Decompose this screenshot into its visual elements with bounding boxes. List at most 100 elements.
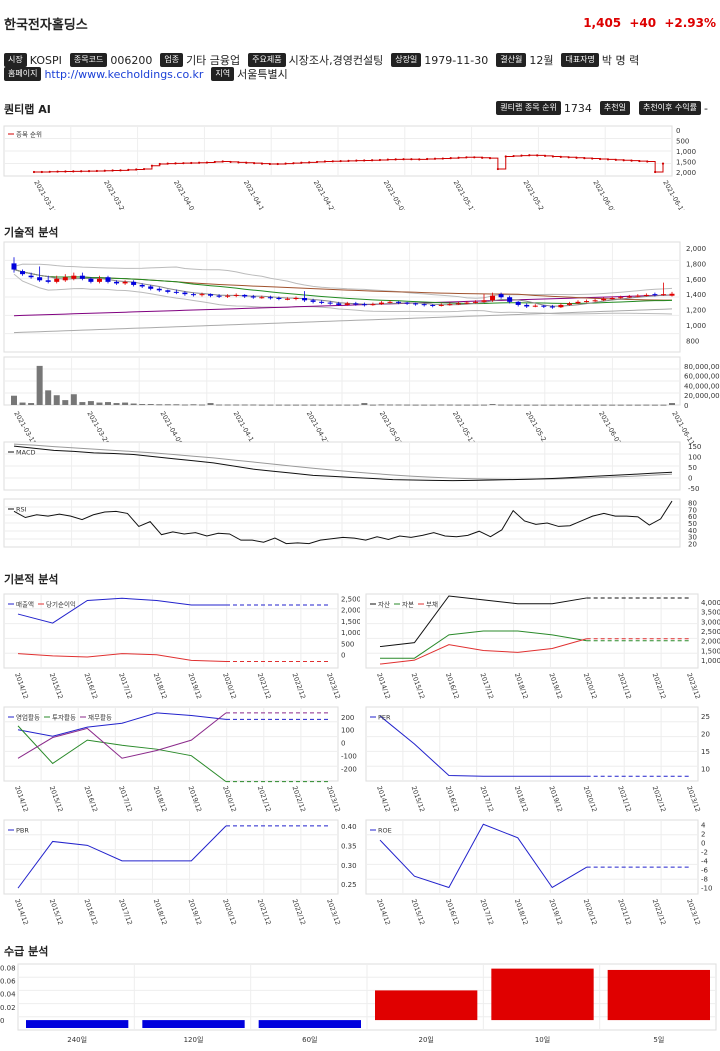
rank-point (363, 159, 366, 162)
rank-point (559, 155, 562, 158)
candle-body (165, 290, 171, 292)
candle-body (293, 298, 299, 299)
assets-chart-x-tick: 2018/12 (513, 672, 530, 700)
assets-chart-x-tick: 2023/12 (685, 672, 702, 700)
macd-signal-line (13, 443, 673, 480)
rank-point (229, 160, 232, 164)
candle-body (507, 297, 513, 302)
assets-chart-x-tick: 2017/12 (478, 672, 495, 700)
cashflow-chart-legend-label: 영업활동 (16, 713, 40, 722)
candle-body (472, 301, 478, 303)
rank-point (433, 157, 437, 160)
rank-point (536, 154, 539, 157)
candle-body (284, 298, 290, 300)
fiscal-value: 12월 (529, 54, 554, 67)
rank-point (135, 168, 138, 171)
rank-point (646, 160, 649, 163)
rank-chart-x-tick: 2021-04-14 (242, 179, 268, 210)
volume-bar (506, 404, 513, 406)
volume-chart-y-tick: 40,000,000 (684, 382, 720, 390)
roe-chart-x-tick: 2014/12 (375, 898, 392, 926)
volume-chart-y-tick: 20,000,000 (684, 392, 720, 400)
per-chart: 10 15 20 25 PER 2014/12 2015/12 2016/12 2017/12 2… (365, 706, 710, 813)
rank-point (394, 158, 397, 161)
rank-chart: 0 500 1,000 1,500 2,000 종목 순위 2021-03-18 2021-0… (3, 125, 696, 210)
sales-chart-x-tick: 2019/12 (186, 672, 203, 700)
volume-bar (233, 404, 240, 406)
homepage-link[interactable]: http://www.kecholdings.co.kr (44, 67, 204, 81)
candle-body (37, 277, 43, 281)
rank-point (441, 157, 444, 160)
price-chart-y-tick: 1,200 (686, 307, 706, 315)
rank-point (48, 170, 51, 173)
macd-chart-legend-label: MACD (16, 449, 35, 457)
bollinger-upper (13, 263, 673, 299)
pbr-chart-y-tick: 0.25 (341, 881, 357, 889)
volume-chart: 0 20,000,000 40,000,00060,000,000 80,000,00… (3, 356, 720, 445)
candle-body (173, 291, 179, 293)
candle-body (148, 286, 154, 289)
rank-chart-x-tick: 2021-06-02 (591, 179, 617, 210)
rank-point (504, 155, 507, 158)
volume-bar (634, 404, 641, 406)
supply-x-tick: 60일 (302, 1035, 317, 1044)
candle-body (79, 275, 85, 279)
region-tag: 지역 (211, 67, 235, 81)
per-chart-x-tick: 2016/12 (444, 785, 461, 813)
volume-bar (293, 404, 299, 406)
price-chart-y-tick: 800 (686, 337, 699, 345)
rank-point (512, 154, 515, 158)
volume-bar (609, 404, 616, 406)
cashflow-series-line (17, 712, 227, 737)
volume-bar (481, 404, 487, 406)
volume-bar (523, 404, 530, 406)
volume-bar (113, 403, 120, 405)
candle-body (618, 297, 624, 299)
rank-point (551, 155, 555, 158)
candle-body (396, 301, 402, 303)
volume-bar (87, 401, 94, 405)
volume-bar (557, 404, 564, 406)
volume-bar (369, 404, 376, 406)
rank-point (87, 170, 91, 173)
rank-point (221, 160, 224, 163)
rank-point (111, 169, 114, 172)
roe-chart-x-tick: 2019/12 (547, 898, 564, 926)
assets-series-line (379, 638, 587, 665)
rank-chart-legend-label: 종목 순위 (16, 131, 42, 139)
roe-chart-y-tick: -2 (701, 848, 708, 856)
supply-bar (491, 968, 594, 1021)
listed-value: 1979-11-30 (424, 53, 489, 67)
candle-body (250, 296, 256, 298)
industry-tag: 업종 (160, 53, 184, 67)
candle-body (327, 302, 333, 304)
rank-chart-x-tick: 2021-04-23 (312, 179, 338, 210)
rsi-chart-y-tick: 70 (688, 506, 697, 514)
volume-bar (344, 404, 351, 406)
roe-chart-x-tick: 2018/12 (513, 898, 530, 926)
price-chart: 800 1,000 1,200 1,400 1,600 1,800 2,000 (3, 241, 706, 353)
volume-bar (575, 404, 581, 406)
volume-bar (96, 402, 103, 405)
candle-body (20, 271, 26, 275)
rank-tag: 퀀티랩 종목 순위 (496, 101, 561, 115)
roe-chart-x-tick: 2020/12 (582, 898, 599, 926)
rank-point (80, 170, 83, 173)
candle-body (11, 263, 17, 270)
candle-body (626, 296, 632, 298)
sales-chart-y-tick: 0 (341, 652, 345, 660)
volume-bar (626, 404, 633, 406)
rank-point (276, 162, 279, 166)
rank-point (32, 170, 36, 174)
rank-point (56, 170, 59, 173)
sales-chart-legend-label: 매출액 (16, 600, 34, 609)
per-chart-legend-label: PER (378, 714, 391, 722)
per-chart-x-tick: 2021/12 (616, 785, 633, 813)
industry-value: 기타 금융업 (186, 54, 241, 67)
candle-body (421, 304, 427, 306)
cashflow-chart: -200 -100 0 100 200 영업활동 투자활동 재무활동 2014/12 2015/1… (3, 706, 357, 813)
candle-body (276, 298, 282, 299)
cashflow-series-line (17, 712, 227, 759)
candle-body (302, 298, 308, 301)
per-chart-y-tick: 15 (701, 748, 710, 756)
